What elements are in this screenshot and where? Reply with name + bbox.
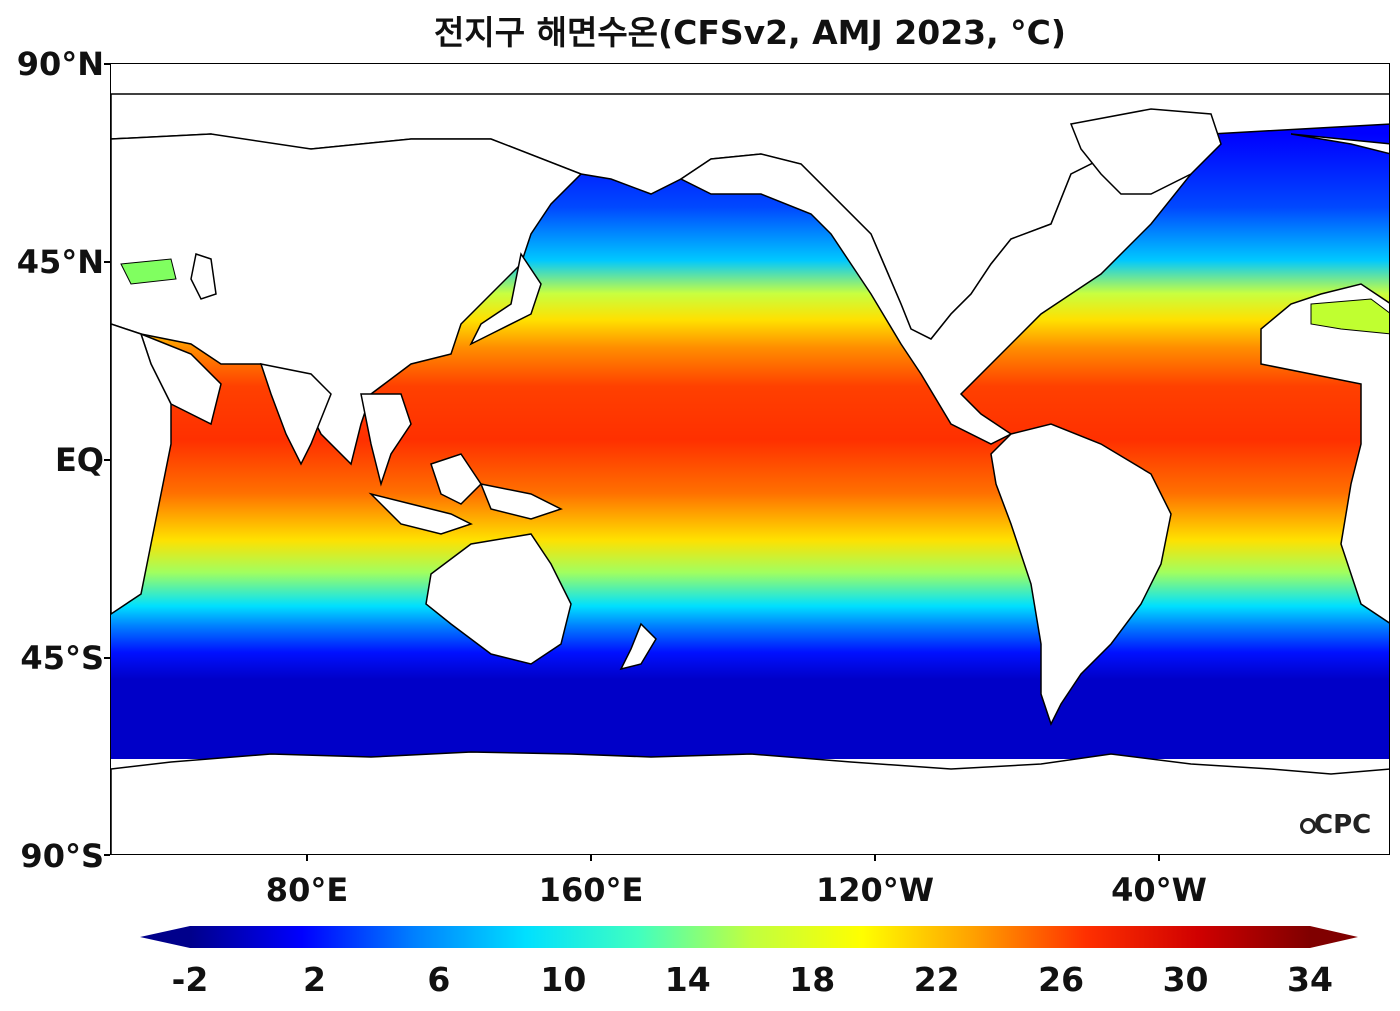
y-tick-mark bbox=[104, 459, 110, 461]
colorbar-label: 26 bbox=[1038, 960, 1085, 999]
x-tick-120w: 120°W bbox=[815, 871, 935, 909]
colorbar-gradient bbox=[190, 926, 1310, 948]
y-tick-mark bbox=[104, 657, 110, 659]
colorbar-label: -2 bbox=[171, 960, 209, 999]
colorbar-min-arrow bbox=[140, 926, 190, 948]
mediterranean bbox=[1310, 298, 1389, 335]
x-tick-mark bbox=[874, 855, 876, 861]
colorbar-label: 2 bbox=[302, 960, 326, 999]
y-tick-45s: 45°S bbox=[20, 639, 104, 677]
x-tick-mark bbox=[590, 855, 592, 861]
black-sea bbox=[120, 258, 177, 285]
colorbar-label: 30 bbox=[1162, 960, 1209, 999]
sst-map bbox=[110, 63, 1390, 855]
x-tick-40w: 40°W bbox=[1111, 871, 1207, 909]
logo-text: CPC bbox=[1314, 810, 1372, 840]
map-title: 전지구 해면수온(CFSv2, AMJ 2023, °C) bbox=[434, 13, 1066, 52]
sst-map-svg bbox=[111, 64, 1389, 854]
colorbar-max-arrow bbox=[1310, 926, 1358, 948]
colorbar-label: 10 bbox=[540, 960, 587, 999]
y-tick-mark bbox=[104, 63, 110, 65]
x-tick-mark bbox=[1158, 855, 1160, 861]
land-masses bbox=[111, 93, 1389, 854]
x-tick-160e: 160°E bbox=[538, 871, 644, 909]
x-tick-80e: 80°E bbox=[265, 871, 349, 909]
cpc-logo: CPC bbox=[1300, 810, 1371, 840]
y-tick-mark bbox=[104, 854, 110, 856]
x-tick-mark bbox=[306, 855, 308, 861]
colorbar-label: 22 bbox=[913, 960, 960, 999]
colorbar-label: 34 bbox=[1287, 960, 1333, 999]
y-tick-90s: 90°S bbox=[20, 837, 104, 875]
y-tick-mark bbox=[104, 261, 110, 263]
colorbar-label: 6 bbox=[427, 960, 451, 999]
colorbar-label: 14 bbox=[664, 960, 711, 999]
y-tick-eq: EQ bbox=[54, 441, 104, 479]
y-tick-45n: 45°N bbox=[16, 243, 104, 281]
logo-mark-icon bbox=[1300, 818, 1316, 834]
colorbar-label: 18 bbox=[789, 960, 836, 999]
colorbar-svg bbox=[140, 926, 1358, 948]
colorbar bbox=[140, 924, 1360, 960]
y-tick-90n: 90°N bbox=[16, 45, 104, 83]
